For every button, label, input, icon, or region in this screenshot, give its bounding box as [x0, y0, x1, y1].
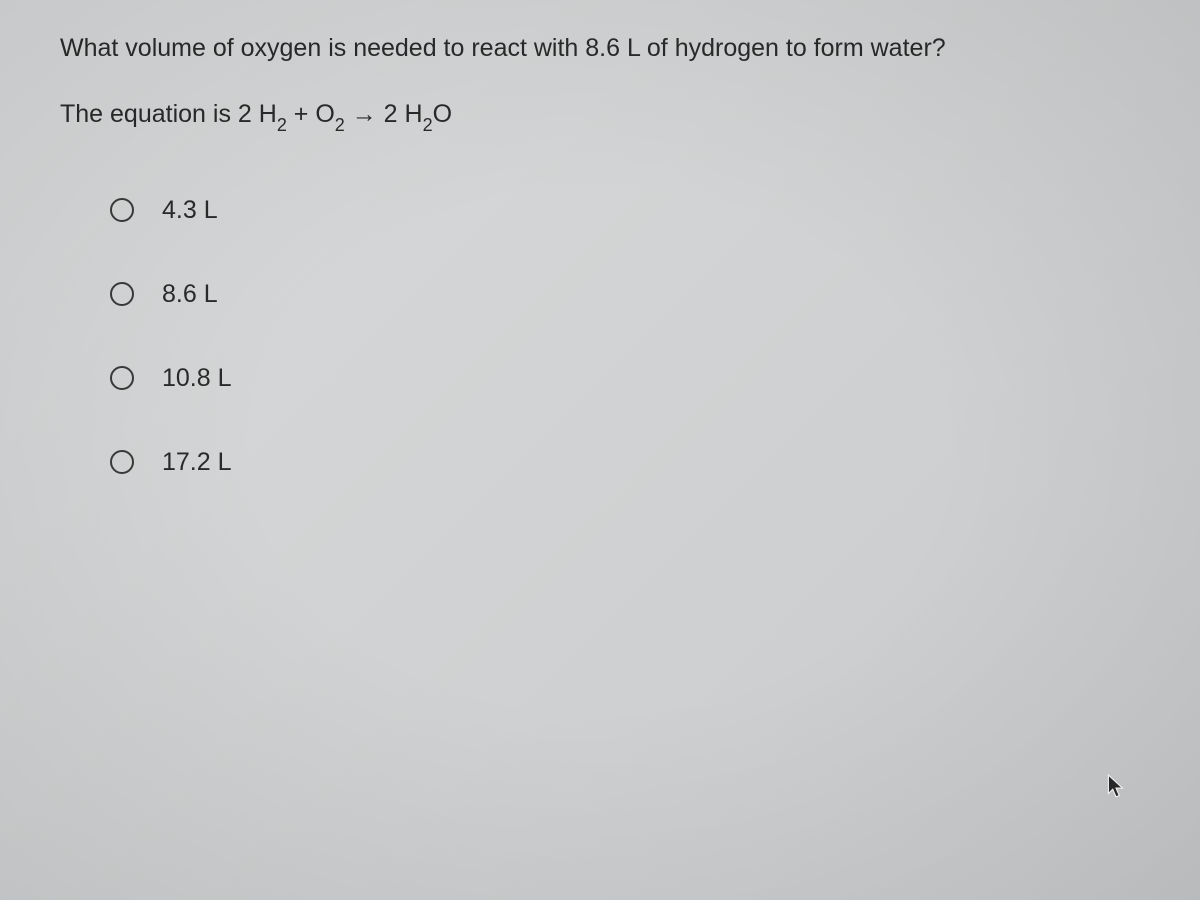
- option-label: 17.2 L: [162, 448, 232, 477]
- equation-plus: + O: [287, 100, 335, 128]
- radio-button[interactable]: [110, 366, 134, 390]
- options-list: 4.3 L 8.6 L 10.8 L 17.2 L: [60, 196, 1140, 477]
- option-row[interactable]: 10.8 L: [110, 364, 1140, 393]
- equation-suffix: O: [433, 100, 452, 128]
- equation-sub1: 2: [277, 115, 287, 135]
- option-row[interactable]: 4.3 L: [110, 196, 1140, 225]
- equation-sub2: 2: [335, 115, 345, 135]
- radio-button[interactable]: [110, 198, 134, 222]
- option-row[interactable]: 8.6 L: [110, 280, 1140, 309]
- radio-button[interactable]: [110, 450, 134, 474]
- equation-coef1: 2 H: [238, 100, 277, 128]
- equation-prefix: The equation is: [60, 100, 238, 128]
- radio-button[interactable]: [110, 282, 134, 306]
- question-prompt: What volume of oxygen is needed to react…: [60, 30, 1140, 68]
- option-row[interactable]: 17.2 L: [110, 448, 1140, 477]
- cursor-icon: [1107, 774, 1125, 800]
- option-label: 10.8 L: [162, 364, 232, 393]
- question-equation: The equation is 2 H2 + O2 → 2 H2O: [60, 96, 1140, 136]
- equation-arrow: → 2 H: [345, 100, 423, 128]
- option-label: 8.6 L: [162, 280, 218, 309]
- equation-sub3: 2: [423, 115, 433, 135]
- option-label: 4.3 L: [162, 196, 218, 225]
